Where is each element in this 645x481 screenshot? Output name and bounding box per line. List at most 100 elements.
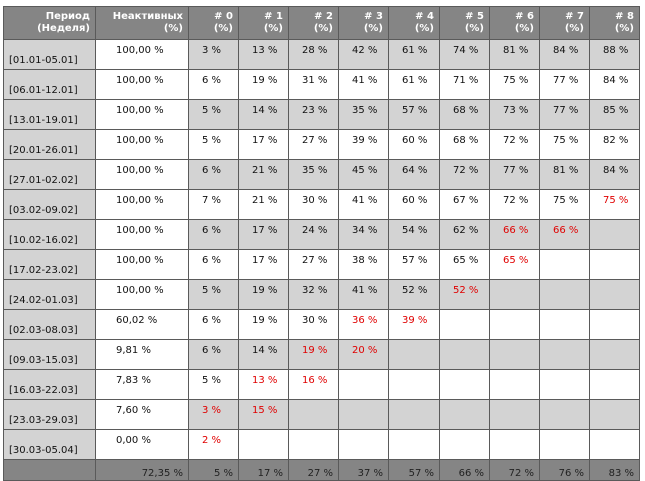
week-cell: 74 % (439, 39, 490, 70)
header-week-0: # 0 (%) (188, 6, 239, 40)
week-cell (439, 399, 490, 430)
week-cell: 38 % (338, 249, 389, 280)
week-cell: 21 % (238, 189, 289, 220)
week-cell (589, 309, 640, 340)
week-cell: 14 % (238, 339, 289, 370)
week-cell: 15 % (238, 399, 289, 430)
week-cell: 77 % (489, 159, 540, 190)
inactive-cell: 100,00 % (95, 189, 189, 220)
week-value: 52 % (453, 285, 479, 296)
week-cell: 35 % (338, 99, 389, 130)
week-cell: 39 % (388, 309, 440, 340)
week-value: 16 % (302, 375, 328, 386)
week-value: 74 % (453, 45, 479, 56)
week-cell: 73 % (489, 99, 540, 130)
week-cell: 68 % (439, 129, 490, 160)
week-value: 77 % (553, 105, 579, 116)
week-cell: 6 % (188, 249, 239, 280)
header-label: # 0 (214, 11, 233, 22)
week-value: 30 % (302, 315, 328, 326)
totals-cell: 76 % (539, 459, 590, 481)
week-value: 5 % (202, 285, 222, 296)
week-cell: 66 % (539, 219, 590, 250)
week-value: 32 % (302, 285, 328, 296)
week-value: 6 % (202, 315, 222, 326)
week-cell: 23 % (288, 99, 339, 130)
week-cell: 5 % (188, 99, 239, 130)
header-unit: (Неделя) (37, 23, 90, 34)
week-cell: 57 % (388, 249, 440, 280)
week-value: 3 % (202, 45, 222, 56)
week-cell (288, 429, 339, 460)
totals-cell: 83 % (589, 459, 640, 481)
week-cell: 84 % (589, 69, 640, 100)
week-cell: 67 % (439, 189, 490, 220)
header-unit: (%) (163, 23, 183, 34)
header-unit: (%) (564, 23, 584, 34)
week-cell: 61 % (388, 39, 440, 70)
table-row: [01.01-05.01] 100,00 % 3 % 13 % 28 % 42 % 61 %… (3, 39, 640, 70)
week-value: 54 % (402, 225, 428, 236)
week-cell: 34 % (338, 219, 389, 250)
week-cell: 16 % (288, 369, 339, 400)
week-cell (388, 369, 440, 400)
week-cell (589, 219, 640, 250)
week-cell (439, 429, 490, 460)
week-value: 81 % (553, 165, 579, 176)
header-row: Период (Неделя) Неактивных (%) # 0 (%) # 1 (%) #… (3, 6, 640, 40)
totals-cell: 72,35 % (95, 459, 189, 481)
week-value: 66 % (553, 225, 579, 236)
header-unit: (%) (363, 23, 383, 34)
week-cell (589, 429, 640, 460)
week-value: 65 % (453, 255, 479, 266)
week-value: 41 % (352, 75, 378, 86)
week-cell: 57 % (388, 99, 440, 130)
week-cell: 28 % (288, 39, 339, 70)
header-label: # 1 (264, 11, 283, 22)
week-cell: 3 % (188, 399, 239, 430)
week-value: 45 % (352, 165, 378, 176)
week-cell (338, 369, 389, 400)
week-cell: 60 % (388, 189, 440, 220)
week-value: 61 % (402, 75, 428, 86)
week-value: 34 % (352, 225, 378, 236)
week-cell: 81 % (539, 159, 590, 190)
week-cell (388, 339, 440, 370)
week-value: 21 % (252, 165, 278, 176)
week-value: 60 % (402, 195, 428, 206)
week-value: 88 % (603, 45, 629, 56)
week-value: 21 % (252, 195, 278, 206)
week-cell: 32 % (288, 279, 339, 310)
week-cell: 75 % (589, 189, 640, 220)
header-label: Период (45, 11, 90, 22)
week-value: 72 % (503, 195, 529, 206)
week-value: 13 % (252, 375, 278, 386)
week-cell: 66 % (489, 219, 540, 250)
week-cell: 61 % (388, 69, 440, 100)
week-value: 27 % (302, 135, 328, 146)
week-value: 72 % (503, 135, 529, 146)
header-week-7: # 7 (%) (539, 6, 590, 40)
period-cell: [10.02-16.02] (3, 219, 96, 250)
period-cell: [06.01-12.01] (3, 69, 96, 100)
week-cell: 5 % (188, 279, 239, 310)
inactive-cell: 9,81 % (95, 339, 189, 370)
week-cell: 77 % (539, 69, 590, 100)
header-label: # 2 (314, 11, 333, 22)
week-value: 68 % (453, 105, 479, 116)
totals-cell: 66 % (439, 459, 490, 481)
week-cell: 62 % (439, 219, 490, 250)
week-value: 24 % (302, 225, 328, 236)
week-cell: 6 % (188, 219, 239, 250)
week-value: 57 % (402, 105, 428, 116)
week-cell: 17 % (238, 219, 289, 250)
week-cell: 75 % (539, 129, 590, 160)
header-unit: (%) (514, 23, 534, 34)
week-value: 23 % (302, 105, 328, 116)
week-cell: 72 % (439, 159, 490, 190)
week-cell: 52 % (388, 279, 440, 310)
period-cell: [03.02-09.02] (3, 189, 96, 220)
week-cell: 75 % (489, 69, 540, 100)
week-cell: 14 % (238, 99, 289, 130)
week-cell (539, 279, 590, 310)
